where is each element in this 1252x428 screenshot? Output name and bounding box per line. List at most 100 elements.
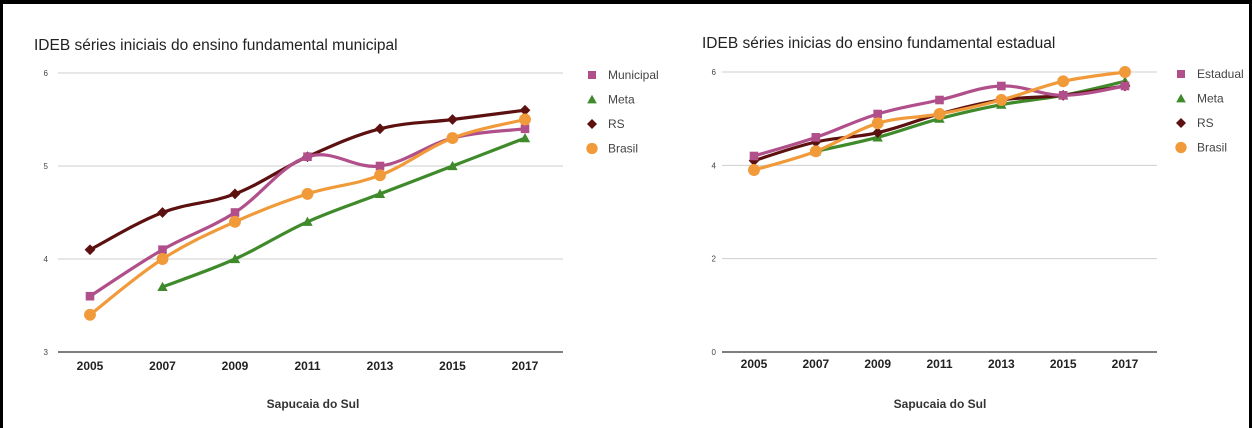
data-point: [157, 281, 168, 292]
legend-marker-icon: [1177, 70, 1185, 78]
data-point: [1119, 66, 1131, 78]
data-point: [374, 123, 386, 135]
legend-item-estadual: Estadual: [1177, 67, 1244, 81]
data-point: [158, 245, 167, 254]
series-estadual: [749, 81, 1130, 161]
y-tick-label: 0: [712, 348, 717, 357]
data-point: [935, 95, 944, 105]
x-tick-label: 2013: [367, 359, 394, 373]
legend-item-rs: RS: [1176, 116, 1214, 130]
data-point: [519, 104, 531, 116]
data-point: [84, 244, 96, 256]
series-meta: [810, 76, 1131, 156]
legend-marker-icon: [1176, 93, 1186, 103]
legend-item-municipal: Municipal: [588, 68, 659, 82]
data-point: [520, 124, 530, 134]
series-brasil: [748, 66, 1131, 176]
y-tick-label: 2: [712, 255, 717, 264]
legend-label: RS: [608, 117, 625, 131]
x-tick-label: 2007: [149, 359, 176, 373]
data-point: [873, 109, 882, 119]
data-point: [303, 152, 312, 161]
x-tick-label: 2011: [926, 357, 952, 371]
y-tick-label: 4: [712, 161, 717, 170]
legend-item-brasil: Brasil: [1175, 141, 1227, 155]
legend-marker-icon: [1175, 141, 1187, 154]
data-point: [1120, 81, 1130, 91]
data-point: [230, 208, 240, 217]
y-tick-label: 6: [712, 68, 717, 77]
data-point: [301, 187, 314, 200]
x-tick-label: 2009: [864, 357, 891, 371]
series-line-rs: [88, 108, 527, 252]
data-point: [374, 188, 386, 199]
series-brasil: [84, 113, 531, 321]
data-point: [809, 145, 822, 158]
x-tick-label: 2017: [1112, 357, 1139, 371]
x-tick-label: 2005: [77, 359, 104, 373]
data-point: [933, 108, 946, 120]
legend-label: Municipal: [608, 68, 659, 82]
data-point: [302, 216, 313, 226]
legend-marker-icon: [586, 142, 598, 155]
series-municipal: [85, 124, 530, 301]
x-tick-label: 2015: [439, 359, 466, 373]
data-point: [748, 164, 760, 176]
data-point: [374, 169, 386, 182]
x-tick-label: 2009: [222, 359, 249, 373]
legend-label: Brasil: [608, 142, 638, 156]
legend-item-rs: RS: [587, 117, 625, 131]
data-point: [995, 94, 1008, 106]
data-point: [447, 114, 458, 125]
legend-marker-icon: [1176, 118, 1186, 128]
x-axis-label: Sapucaia do Sul: [894, 397, 987, 411]
data-point: [446, 132, 459, 145]
series-line-meta: [160, 136, 527, 289]
legend-marker-icon: [587, 94, 597, 104]
data-point: [871, 117, 884, 130]
x-tick-label: 2007: [802, 357, 829, 371]
data-point: [229, 253, 241, 264]
legend-item-brasil: Brasil: [586, 142, 638, 156]
series-rs: [84, 104, 531, 256]
data-point: [519, 113, 531, 126]
chart-2: IDEB séries inicias do ensino fundamenta…: [702, 35, 1244, 411]
legend-label: Brasil: [1197, 141, 1227, 155]
data-point: [811, 133, 821, 142]
x-tick-label: 2017: [512, 359, 539, 373]
data-point: [85, 291, 95, 301]
x-tick-label: 2015: [1050, 357, 1077, 371]
data-point: [84, 308, 96, 321]
x-tick-label: 2013: [988, 357, 1015, 371]
y-tick-label: 3: [44, 348, 49, 357]
x-tick-label: 2005: [741, 357, 768, 371]
legend-label: Estadual: [1197, 67, 1244, 81]
x-tick-label: 2011: [294, 359, 320, 373]
legend-label: Meta: [1197, 92, 1224, 106]
legend-marker-icon: [587, 119, 597, 129]
x-axis-label: Sapucaia do Sul: [267, 397, 360, 411]
y-tick-label: 4: [44, 255, 49, 264]
data-point: [519, 132, 531, 143]
data-point: [1058, 91, 1068, 100]
chart-title: IDEB séries inicias do ensino fundamenta…: [702, 35, 1055, 52]
legend-label: RS: [1197, 116, 1214, 130]
data-point: [749, 151, 759, 161]
data-point: [872, 127, 884, 139]
data-point: [375, 161, 385, 171]
chart-1: IDEB séries iniciais do ensino fundament…: [34, 37, 659, 411]
y-tick-label: 6: [44, 69, 49, 78]
series-meta: [157, 132, 531, 292]
data-point: [447, 160, 458, 171]
y-tick-label: 5: [44, 162, 49, 171]
chart-title: IDEB séries iniciais do ensino fundament…: [34, 37, 398, 54]
data-point: [156, 253, 169, 265]
legend-item-meta: Meta: [587, 93, 635, 107]
data-point: [997, 81, 1006, 91]
data-point: [229, 188, 241, 200]
data-point: [1057, 75, 1070, 88]
legend-label: Meta: [608, 93, 635, 107]
data-point: [157, 207, 168, 218]
